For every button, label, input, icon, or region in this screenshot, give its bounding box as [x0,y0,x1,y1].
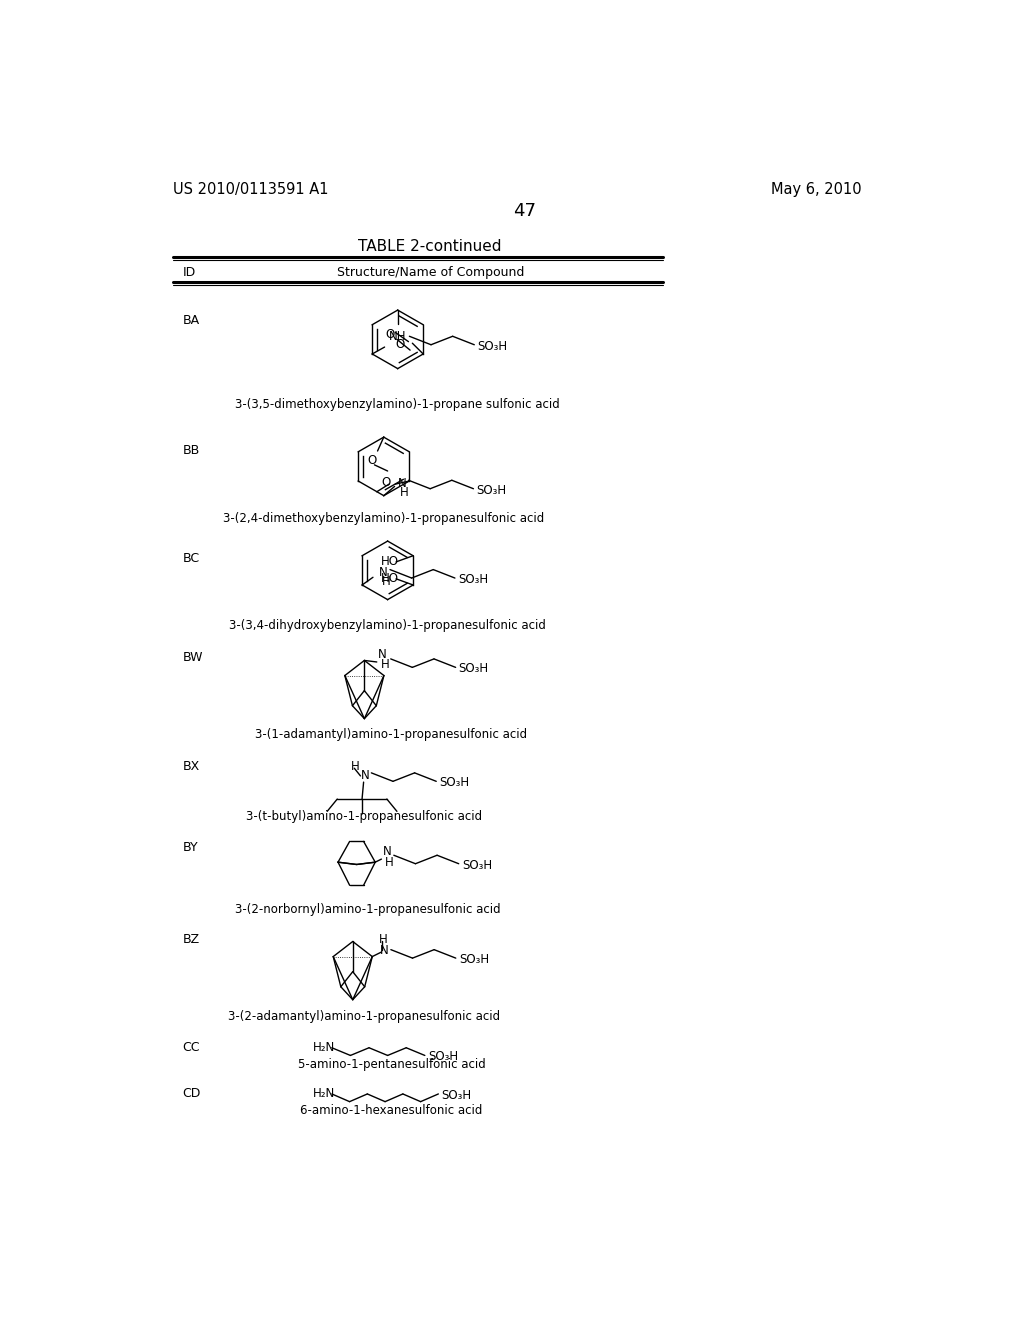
Text: H: H [385,855,394,869]
Text: N: N [383,845,392,858]
Text: SO₃H: SO₃H [477,339,508,352]
Text: HO: HO [381,556,398,569]
Text: H: H [381,657,389,671]
Text: O: O [385,329,394,342]
Text: TABLE 2-continued: TABLE 2-continued [358,239,502,255]
Text: US 2010/0113591 A1: US 2010/0113591 A1 [173,182,329,197]
Text: SO₃H: SO₃H [459,953,489,966]
Text: May 6, 2010: May 6, 2010 [771,182,862,197]
Text: N: N [397,477,407,490]
Text: SO₃H: SO₃H [462,859,492,871]
Text: 6-amino-1-hexanesulfonic acid: 6-amino-1-hexanesulfonic acid [300,1105,482,1118]
Text: H₂N: H₂N [312,1088,335,1101]
Text: 3-(t-butyl)amino-1-propanesulfonic acid: 3-(t-butyl)amino-1-propanesulfonic acid [247,810,482,824]
Text: BC: BC [182,552,200,565]
Text: ID: ID [182,265,196,279]
Text: BB: BB [182,445,200,458]
Text: CC: CC [182,1041,200,1055]
Text: 3-(3,4-dihydroxybenzylamino)-1-propanesulfonic acid: 3-(3,4-dihydroxybenzylamino)-1-propanesu… [229,619,546,632]
Text: SO₃H: SO₃H [476,483,507,496]
Text: BA: BA [182,314,200,326]
Text: SO₃H: SO₃H [441,1089,472,1102]
Text: 3-(2-norbornyl)amino-1-propanesulfonic acid: 3-(2-norbornyl)amino-1-propanesulfonic a… [236,903,501,916]
Text: 3-(2,4-dimethoxybenzylamino)-1-propanesulfonic acid: 3-(2,4-dimethoxybenzylamino)-1-propanesu… [223,512,545,525]
Text: HO: HO [381,572,398,585]
Text: SO₃H: SO₃H [459,663,488,676]
Text: BZ: BZ [182,933,200,946]
Text: BY: BY [182,841,198,854]
Text: 3-(1-adamantyl)amino-1-propanesulfonic acid: 3-(1-adamantyl)amino-1-propanesulfonic a… [255,727,527,741]
Text: SO₃H: SO₃H [428,1051,458,1064]
Text: BW: BW [182,651,203,664]
Text: H: H [379,933,387,946]
Text: CD: CD [182,1088,201,1101]
Text: Structure/Name of Compound: Structure/Name of Compound [337,265,524,279]
Text: N: N [380,944,389,957]
Text: N: N [378,648,387,661]
Text: BX: BX [182,760,200,774]
Text: SO₃H: SO₃H [458,573,488,586]
Text: 47: 47 [513,202,537,219]
Text: N: N [360,770,370,783]
Text: N: N [379,566,388,579]
Text: 5-amino-1-pentanesulfonic acid: 5-amino-1-pentanesulfonic acid [298,1059,485,1072]
Text: H₂N: H₂N [312,1041,335,1055]
Text: H: H [382,576,390,589]
Text: 3-(2-adamantyl)amino-1-propanesulfonic acid: 3-(2-adamantyl)amino-1-propanesulfonic a… [228,1010,501,1023]
Text: O: O [368,454,377,467]
Text: SO₃H: SO₃H [439,776,469,789]
Text: O: O [381,477,390,490]
Text: H: H [351,760,360,774]
Text: 3-(3,5-dimethoxybenzylamino)-1-propane sulfonic acid: 3-(3,5-dimethoxybenzylamino)-1-propane s… [236,399,560,412]
Text: NH: NH [389,330,407,343]
Text: H: H [400,486,409,499]
Text: O: O [395,338,404,351]
